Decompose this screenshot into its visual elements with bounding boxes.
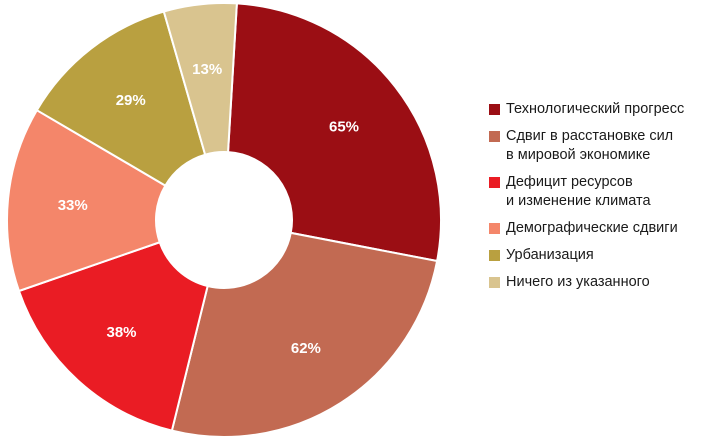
- slice-value-label-2: 62%: [291, 340, 321, 357]
- pie-slice-2: [170, 231, 439, 438]
- legend-label: Ничего из указанного: [506, 274, 650, 290]
- slice-value-label-3: 38%: [106, 324, 136, 341]
- legend-label: Дефицит ресурсов и изменение климата: [506, 174, 651, 209]
- legend-label: Технологический прогресс: [506, 101, 685, 117]
- legend-swatch: [489, 177, 500, 188]
- legend-swatch: [489, 104, 500, 115]
- legend-item-3: Дефицит ресурсов и изменение климата: [489, 173, 717, 211]
- slice-value-label-1: 65%: [329, 119, 359, 136]
- pie-slice-4: [6, 108, 167, 293]
- legend-item-4: Демографические сдвиги: [489, 219, 717, 238]
- legend-swatch: [489, 250, 500, 261]
- pie-slice-3: [17, 240, 209, 432]
- legend-label: Урбанизация: [506, 247, 594, 263]
- legend-label: Сдвиг в расстановке сил в мировой эконом…: [506, 128, 674, 163]
- slice-value-label-6: 13%: [192, 61, 222, 78]
- legend: Технологический прогресс Сдвиг в расстано…: [489, 100, 717, 300]
- slice-value-label-4: 33%: [58, 197, 88, 214]
- pie-slice-1: [226, 2, 442, 263]
- legend-label: Демографические сдвиги: [506, 220, 678, 236]
- legend-item-1: Технологический прогресс: [489, 100, 717, 119]
- legend-item-5: Урбанизация: [489, 246, 717, 265]
- pie-slice-5: [35, 10, 207, 187]
- legend-item-2: Сдвиг в расстановке сил в мировой эконом…: [489, 127, 717, 165]
- pie-slice-6: [162, 2, 238, 156]
- legend-swatch: [489, 223, 500, 234]
- legend-swatch: [489, 277, 500, 288]
- legend-swatch: [489, 131, 500, 142]
- slice-value-label-5: 29%: [116, 92, 146, 109]
- legend-item-6: Ничего из указанного: [489, 273, 717, 292]
